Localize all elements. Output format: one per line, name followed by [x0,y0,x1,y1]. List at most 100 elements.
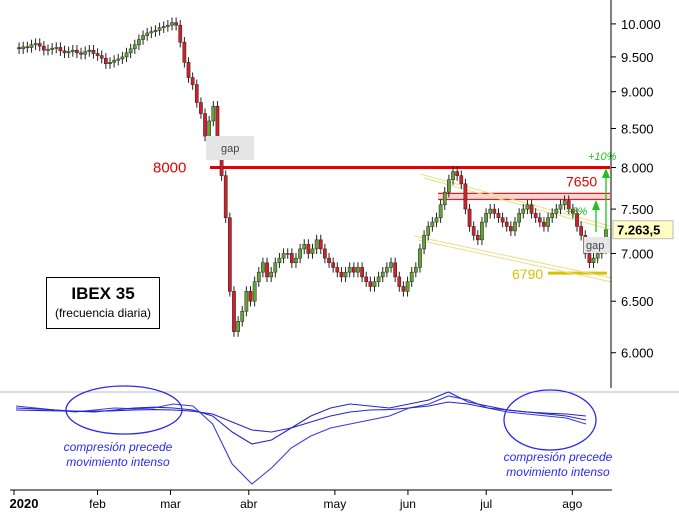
candle-body [521,208,526,214]
candle-body [289,253,294,264]
candle-body [281,253,286,259]
candle-body [298,248,302,259]
candle-body [380,271,385,278]
candle-body [21,46,26,50]
x-tick-label: jun [399,497,416,511]
candle-body [306,244,311,254]
candle-body [203,113,207,137]
candle-body [273,262,278,273]
candle-body [364,276,369,282]
candle-body [397,276,402,287]
candle-body [302,244,307,250]
x-tick-label: mar [160,497,181,511]
pct10-label: +10% [588,151,617,163]
y-tick-label: 8.500 [621,122,654,137]
compression-ellipse-left [65,385,183,435]
candle-body [178,24,183,43]
x-tick-label: feb [89,497,106,511]
oscillator-panel [0,385,679,485]
candle-body [46,49,50,51]
candle-body [438,204,443,218]
candle-body [426,226,431,236]
candle-body [190,77,195,85]
candle-body [475,235,480,241]
candle-body [463,183,468,210]
candle-body [517,213,521,223]
candle-body [372,281,377,287]
level-7650-band [438,192,610,201]
candle-body [186,62,191,78]
candle-body [29,44,34,48]
candle-body [546,217,550,227]
candle-body [128,48,133,54]
candles [17,17,608,337]
level-8000-label: 8000 [153,160,186,177]
y-tick-label: 6.000 [621,346,654,361]
candle-body [104,58,108,64]
candle-body [261,262,265,273]
candle-body [451,171,455,180]
candle-body [58,47,63,52]
candle-body [409,271,414,282]
level-6790-label: 6790 [512,266,543,282]
candle-body [269,271,274,278]
y-tick-label: 9.000 [621,85,654,100]
chart-subtitle: (frecuencia diaria) [54,306,152,320]
candle-body [467,208,472,227]
candle-body [70,49,75,52]
candle-body [455,171,460,176]
candle-body [120,56,125,60]
candle-body [42,45,46,51]
candle-body [360,267,364,278]
candle-body [223,175,228,218]
candle-body [434,217,439,223]
candle-body [318,239,323,250]
candle-body [265,262,269,278]
candle-body [558,204,563,210]
candle-body [50,47,54,50]
candle-body [327,257,331,264]
candle-body [422,235,426,250]
candle-body [459,175,464,185]
channel-line [413,235,613,279]
y-tick-label: 9.500 [621,50,654,65]
candle-body [25,46,30,49]
candle-body [244,291,249,312]
candle-body [236,321,240,332]
candle-body [562,200,567,206]
last-price-box [612,220,674,240]
candle-body [17,47,21,50]
channel-line [423,177,613,231]
y-tick-label: 7.000 [621,246,654,261]
candle-body [376,276,381,282]
candle-body [484,213,488,223]
candle-body [211,105,216,122]
candle-body [480,221,484,241]
x-tick-label: may [324,497,347,511]
y-axis: 10.000 9.500 9.000 8.500 8.000 7.500 7.000 6.50… [610,0,674,388]
candle-body [550,213,555,218]
candle-body [66,51,71,54]
candle-body [314,239,319,250]
gap-label: gap [221,143,239,155]
candle-body [149,31,154,34]
candle-body [405,281,410,292]
channel-line [417,239,613,283]
x-tick-label: 2020 [10,496,39,511]
candle-body [137,39,141,46]
candle-body [513,221,517,232]
candle-body [323,248,327,259]
level-7650-label: 7650 [566,173,597,189]
candle-body [87,49,92,52]
candle-body [566,200,571,210]
y-tick-label: 10.000 [621,17,661,32]
candle-body [537,217,542,223]
candle-body [62,50,67,54]
candle-body [157,27,162,31]
candle-body [194,84,199,103]
candle-body [504,221,509,227]
candle-body [207,120,212,137]
compression-ellipse-right [503,389,597,451]
arrow-5pct-head [592,200,600,210]
